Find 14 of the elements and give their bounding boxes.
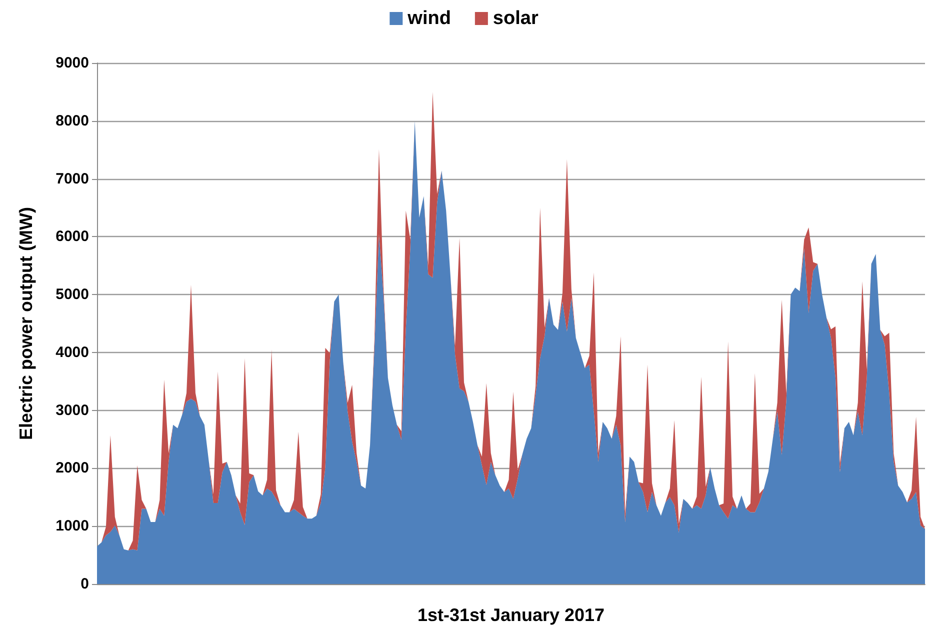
y-tick-label: 0 bbox=[80, 576, 89, 592]
y-tick-label: 7000 bbox=[56, 170, 89, 188]
y-tick-label: 1000 bbox=[56, 518, 89, 535]
legend-label: wind bbox=[406, 8, 451, 29]
y-tick-label: 8000 bbox=[56, 112, 89, 130]
y-tick-label: 5000 bbox=[56, 286, 89, 304]
x-axis-title: 1st-31st January 2017 bbox=[417, 605, 605, 625]
legend-label: solar bbox=[492, 8, 539, 29]
y-tick-label: 3000 bbox=[56, 402, 89, 419]
y-tick-label: 6000 bbox=[56, 228, 89, 246]
y-tick-label: 4000 bbox=[56, 344, 89, 361]
y-tick-label: 9000 bbox=[56, 54, 89, 72]
y-axis-title: Electric power output (MW) bbox=[16, 207, 36, 440]
y-tick-label: 2000 bbox=[56, 460, 89, 477]
